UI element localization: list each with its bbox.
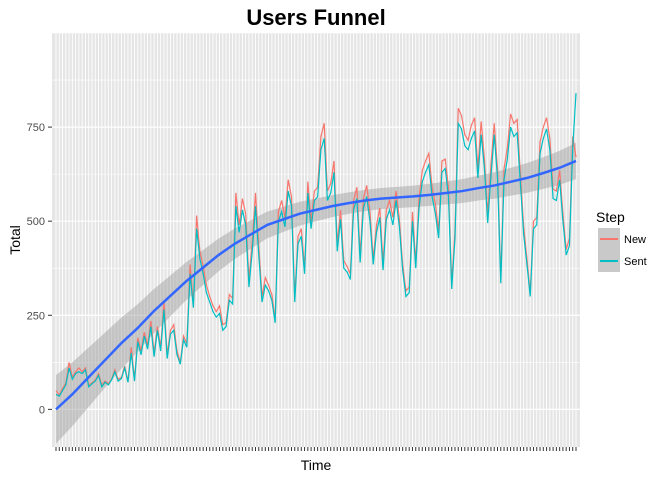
y-tick-label: 250 bbox=[27, 310, 45, 322]
series-layer bbox=[55, 93, 577, 411]
confidence-band-layer bbox=[56, 142, 576, 444]
series-line-sent bbox=[55, 93, 577, 398]
confidence-band bbox=[56, 142, 576, 444]
legend-item-new: New bbox=[598, 228, 646, 250]
legend-title: Step bbox=[596, 209, 625, 225]
series-line-new bbox=[55, 108, 577, 397]
legend-item-sent: Sent bbox=[598, 250, 647, 272]
x-tick-layer bbox=[55, 447, 577, 451]
chart-title: Users Funnel bbox=[246, 5, 385, 30]
y-tick-label: 500 bbox=[27, 216, 45, 228]
y-tick-label: 0 bbox=[39, 404, 45, 416]
plot-panel bbox=[52, 33, 580, 447]
x-axis-title: Time bbox=[301, 457, 332, 473]
legend-label-new: New bbox=[624, 234, 646, 246]
y-tick-layer: 0 250 500 750 bbox=[27, 122, 52, 416]
y-axis-title: Total bbox=[7, 225, 23, 255]
legend-label-sent: Sent bbox=[624, 256, 647, 268]
y-tick-label: 750 bbox=[27, 122, 45, 134]
legend: Step New Sent bbox=[596, 209, 647, 272]
trend-line bbox=[55, 159, 577, 411]
